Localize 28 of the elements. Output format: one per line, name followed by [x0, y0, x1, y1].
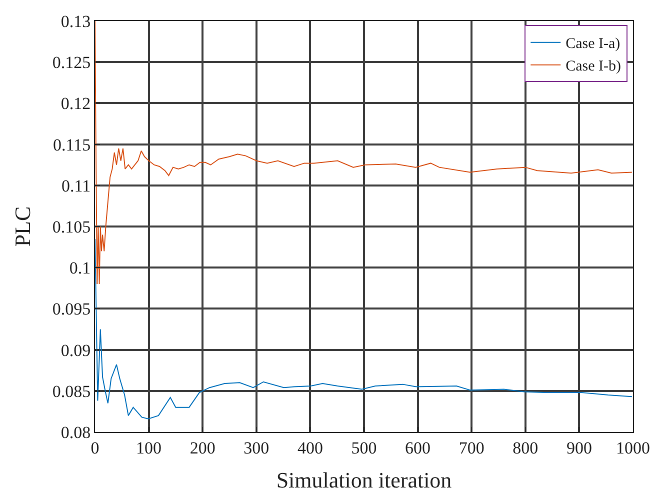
x-tick-label: 200	[190, 438, 216, 458]
y-tick-label: 0.105	[52, 217, 91, 236]
line-series	[95, 238, 632, 420]
x-tick-label: 900	[566, 438, 592, 458]
y-tick-label: 0.11	[61, 176, 91, 196]
legend-label: Case I-b)	[566, 58, 622, 75]
x-tick-label: 600	[405, 438, 431, 458]
y-tick-label: 0.115	[52, 135, 91, 154]
legend-label: Case I-a)	[566, 36, 620, 52]
y-tick-label: 0.1	[69, 258, 91, 278]
x-tick-label: 500	[351, 438, 377, 458]
y-tick-label: 0.08	[60, 422, 91, 442]
line-series	[95, 21, 632, 285]
x-tick-label: 700	[458, 438, 484, 458]
x-tick-label: 400	[297, 438, 323, 458]
y-axis-title: PLC	[10, 206, 36, 247]
x-tick-label: 0	[90, 438, 100, 458]
y-tick-label: 0.125	[52, 53, 91, 72]
y-tick-label: 0.13	[60, 12, 91, 31]
x-tick-label: 800	[512, 438, 538, 458]
x-tick-label: 1000	[616, 438, 650, 458]
y-tick-label: 0.12	[60, 94, 91, 114]
x-tick-label: 300	[244, 438, 270, 458]
x-axis-title: Simulation iteration	[276, 467, 452, 492]
x-tick-label: 100	[136, 438, 162, 458]
y-tick-label: 0.095	[52, 300, 91, 319]
y-tick-label: 0.09	[60, 340, 91, 360]
y-tick-label: 0.085	[52, 382, 91, 401]
